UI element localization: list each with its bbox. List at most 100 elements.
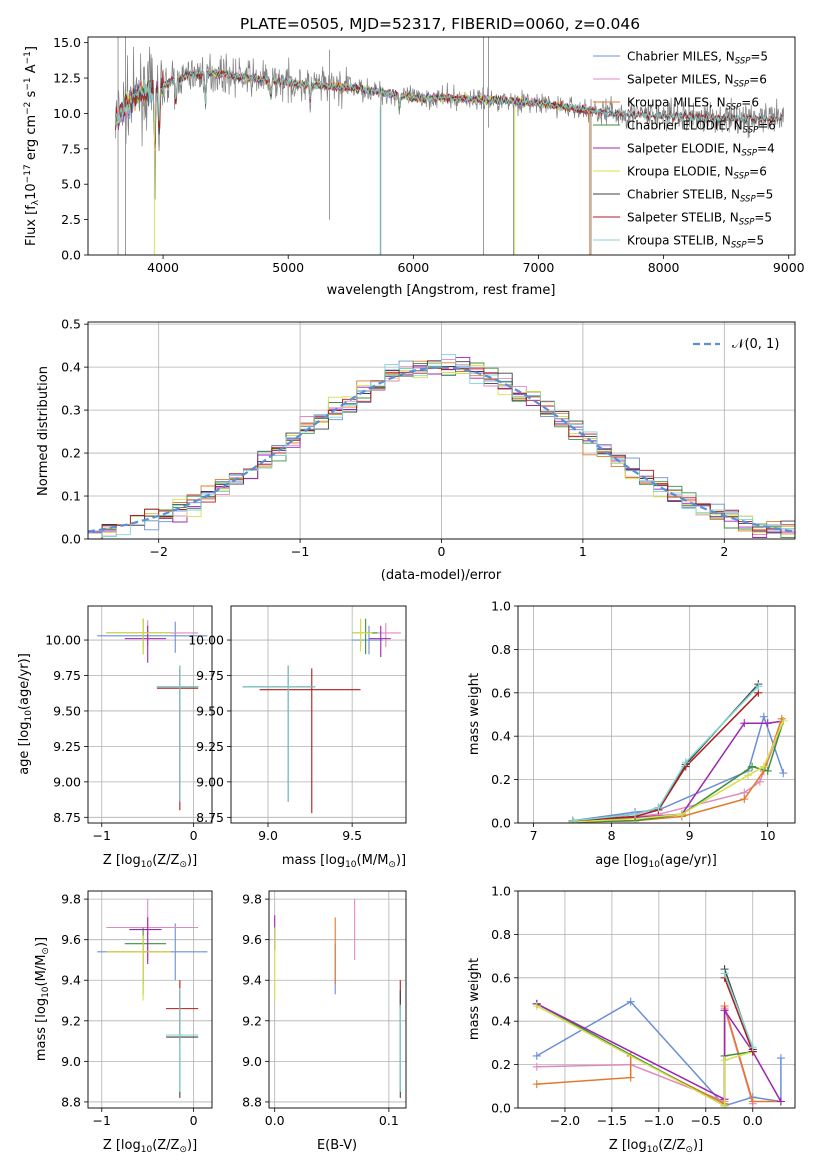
mass_weight_vs_Z-marker-salpeter-miles-0 (532, 1062, 541, 1071)
mass_weight_vs_age-marker-chabrier-miles-5 (779, 769, 788, 778)
residuals-xtick-label-2: 0 (438, 544, 446, 559)
legend-entry-label-1: Salpeter MILES, N (627, 73, 734, 87)
spectrum-xlabel: wavelength [Angstrom, rest frame] (327, 283, 556, 298)
residual-hist-kroupa-stelib (88, 353, 795, 539)
legend-entry-7: Salpeter STELIB, NSSP=5 (627, 211, 772, 228)
mass_weight_vs_Z-ytick-label-2: 0.4 (491, 1014, 511, 1029)
mass_weight_vs_age-frame (517, 605, 796, 824)
spectrum-ytick-label-2: 5.0 (61, 177, 81, 192)
legend-entry-sub-7: SSP (739, 218, 755, 228)
legend-entry-tail-3: =6 (758, 119, 776, 133)
mass_vs_EBV-ytick-label-2: 9.2 (242, 1013, 262, 1028)
legend-entry-4: Salpeter ELODIE, NSSP=4 (627, 142, 775, 159)
age_vs_Z-frame (87, 605, 213, 824)
mass_vs_Z-xlabel-part-3: ⊙ (179, 1145, 187, 1155)
mass_vs_Z-ylabel-part-0: mass [log (34, 998, 49, 1061)
legend-entry-label-0: Chabrier MILES, N (627, 50, 735, 64)
mass_vs_Z-ylabel: mass [log10(M/M⊙)] (34, 937, 51, 1061)
mass_weight_vs_age-marker-kroupa-stelib-3 (681, 758, 690, 767)
mass_weight_vs_age-xlabel: age [log10(age/yr)] (595, 853, 717, 870)
spectrum-xtick-label-3: 7000 (523, 260, 555, 275)
mass_weight_vs_age-marker-kroupa-stelib-4 (754, 682, 763, 691)
residuals-ytick-label-4: 0.4 (61, 360, 81, 375)
mass_weight_vs_age-marker-chabrier-elodie-3 (748, 762, 757, 771)
age_vs_mass-xtick-label-0: 9.0 (258, 828, 278, 843)
residuals-ylabel: Normed distribution (36, 366, 51, 496)
mass_vs_Z-ytick-label-3: 9.4 (61, 973, 81, 988)
spectrum-ylabel: Flux [fλ10−17 erg cm−2 s−1 A−1] (23, 46, 41, 246)
mass_weight_vs_age-marker-kroupa-elodie-5 (779, 717, 788, 726)
spectrum-xtick-label-2: 6000 (397, 260, 429, 275)
mass_weight_vs_age-ytick-label-5: 1.0 (491, 599, 511, 614)
age_vs_Z-xlabel-part-4: )] (187, 853, 197, 868)
mass_vs_EBV-xtick-label-1: 0.1 (379, 1113, 399, 1128)
legend-entry-tail-6: =5 (756, 188, 774, 202)
mass_weight_vs_Z-marker-kroupa-stelib-1 (748, 1043, 757, 1052)
legend-entry-sub-1: SSP (734, 80, 750, 90)
mass_weight_vs_Z-xtick-label-2: −1.0 (644, 1113, 674, 1128)
legend-entry-tail-8: =5 (747, 234, 765, 248)
spectrum-ylabel-part-3: −17 (23, 164, 33, 183)
spectrum-ylabel-part-10: ] (24, 46, 39, 51)
normal-legend-label: 𝒩(0, 1) (732, 337, 779, 352)
mass_weight_vs_Z-xtick-label-4: 0.0 (743, 1113, 763, 1128)
legend-entry-8: Kroupa STELIB, NSSP=5 (627, 234, 764, 251)
spectrum-xtick-label-4: 8000 (648, 260, 680, 275)
spectrum-ytick-label-3: 7.5 (61, 141, 81, 156)
mass_vs_Z-xlabel-part-1: 10 (141, 1145, 153, 1155)
legend-entry-3: Chabrier ELODIE, NSSP=6 (627, 119, 776, 136)
residuals-xlabel: (data-model)/error (381, 568, 502, 583)
mass_vs_Z-ytick-label-2: 9.2 (61, 1013, 81, 1028)
mass_weight_vs_Z-marker-chabrier-miles-5 (776, 1054, 785, 1063)
mass_vs_Z-ylabel-part-4: )] (34, 937, 49, 947)
mass_weight_vs_age-line-chabrier-elodie (572, 720, 785, 823)
residuals-xtick-label-1: −1 (291, 544, 309, 559)
age_vs_mass-xlabel-part-3: ⊙ (388, 860, 396, 870)
mass_weight_vs_age-marker-salpeter-elodie-3 (763, 719, 772, 728)
age_vs_Z-xlabel: Z [log10(Z/Z⊙)] (103, 853, 197, 870)
residuals-axes: −2 −1 0 1 2 0.0 0.1 0.2 0.3 0.4 0.5 (61, 317, 795, 559)
mass_weight_vs_age-marker-kroupa-stelib-2 (654, 803, 663, 812)
mass_vs_Z-xlabel-part-4: )] (187, 1138, 197, 1153)
legend-entry-label-2: Kroupa MILES, N (627, 96, 726, 110)
age_vs_mass-ytick-label-4: 9.75 (196, 668, 224, 683)
age_vs_mass-xlabel-part-4: )] (396, 853, 406, 868)
spectrum-ylabel-part-1: λ (31, 199, 41, 205)
legend-entry-1: Salpeter MILES, NSSP=6 (627, 73, 767, 90)
mass_weight_vs_Z-marker-chabrier-miles-0 (532, 1051, 541, 1060)
mass_vs_EBV-axes: 0.0 0.1 8.8 9.0 9.2 9.4 9.6 9.8 (242, 891, 406, 1128)
age_vs_mass-xlabel-part-1: 10 (345, 860, 357, 870)
legend-entry-6: Chabrier STELIB, NSSP=5 (627, 188, 773, 205)
residuals-xtick-label-3: 1 (579, 544, 587, 559)
mass_weight_vs_age-marker-chabrier-elodie-4 (763, 766, 772, 775)
age_vs_Z-ytick-label-2: 9.25 (53, 739, 81, 754)
mass_weight_vs_Z-lines (532, 965, 785, 1108)
mass_weight_vs_age-xtick-label-1: 8 (608, 828, 616, 843)
mass_vs_Z-ytick-label-5: 9.8 (61, 892, 81, 907)
age_vs_Z-ytick-label-4: 9.75 (53, 668, 81, 683)
mass_weight_vs_age-marker-kroupa-elodie-3 (744, 771, 753, 780)
legend-entry-tail-2: =6 (741, 96, 759, 110)
residuals-ytick-label-3: 0.3 (61, 403, 81, 418)
mass_weight_vs_age-marker-salpeter-miles-4 (755, 777, 764, 786)
mass_weight_vs_age-lines (568, 680, 788, 823)
mass_weight_vs_age-xlabel-part-1: 10 (648, 860, 660, 870)
spectrum-axes: 4000 5000 6000 7000 8000 9000 0.0 2.5 5.0 7.5 10.0… (53, 35, 805, 275)
age_vs_mass-xlabel: mass [log10(M/M⊙)] (282, 853, 406, 870)
mass_vs_EBV-xlabel: E(B-V) (317, 1138, 357, 1153)
age_vs_mass-xtick-label-1: 9.5 (342, 828, 362, 843)
mass_weight_vs_Z-xtick-label-3: −0.5 (691, 1113, 721, 1128)
mass_vs_Z-frame (87, 890, 213, 1109)
legend-entry-label-4: Salpeter ELODIE, N (627, 142, 741, 156)
mass_weight_vs_Z-xlabel-part-4: )] (693, 1138, 703, 1153)
mass_vs_Z-xtick-label-1: 0 (190, 1113, 198, 1128)
residual-hists (88, 353, 795, 539)
age_vs_Z-ylabel-part-1: 10 (24, 710, 34, 722)
legend-entry-label-5: Kroupa ELODIE, N (627, 165, 734, 179)
legend-entry-tail-7: =5 (754, 211, 772, 225)
age_vs_Z-axes: −1 0 8.75 9.00 9.25 9.50 9.75 10.00 (45, 606, 212, 843)
age_vs_Z-crosses (97, 618, 208, 811)
residuals-ytick-label-2: 0.2 (61, 446, 81, 461)
mass_vs_Z-crosses (97, 899, 208, 1098)
mass_weight_vs_age-marker-chabrier-miles-4 (759, 712, 768, 721)
